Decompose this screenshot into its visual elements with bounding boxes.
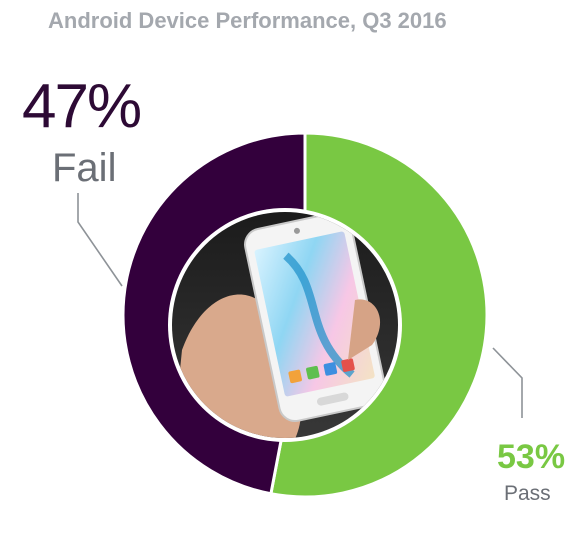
chart-title: Android Device Performance, Q3 2016 [48,8,447,33]
fail-percent-label: 47% [22,72,142,141]
fail-leader-line [77,193,123,287]
phone-icon [244,212,387,423]
pass-leader-line [492,347,523,418]
pass-category-label: Pass [504,482,551,505]
fail-category-label: Fail [52,146,117,190]
pass-percent-label: 53% [497,438,566,476]
center-photo [172,212,398,438]
